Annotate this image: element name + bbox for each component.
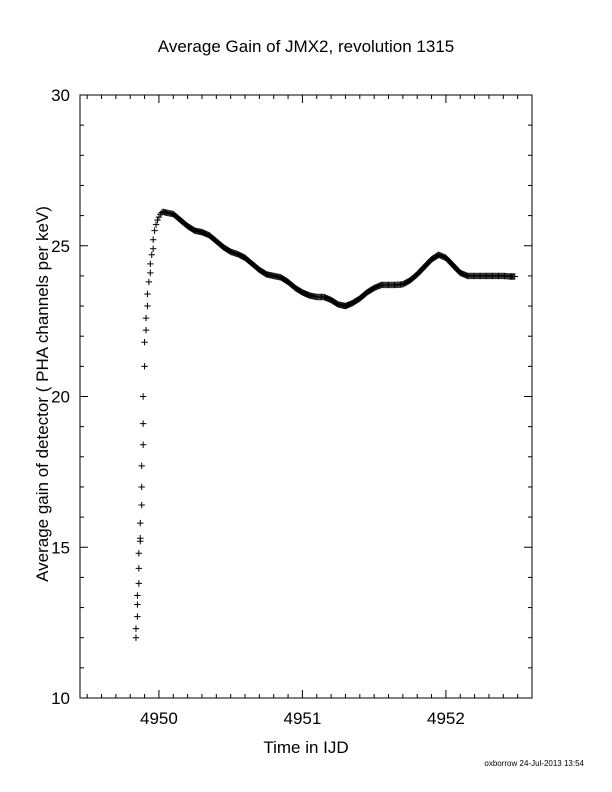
data-point (135, 565, 143, 572)
data-point (151, 227, 158, 234)
y-tick-label: 20 (51, 388, 70, 407)
data-point (138, 483, 145, 491)
data-point (137, 535, 144, 542)
data-point (155, 213, 163, 221)
data-point (134, 592, 141, 599)
data-point (149, 236, 157, 243)
data-point (138, 462, 145, 470)
data-points (132, 208, 518, 641)
data-point (147, 269, 154, 277)
data-point (511, 273, 518, 280)
data-point (142, 326, 150, 334)
footer-credit: oxborrow 24-Jul-2013 13:54 (484, 759, 584, 768)
y-tick-label: 10 (51, 689, 70, 708)
data-point (145, 278, 153, 286)
data-point (139, 441, 147, 448)
data-point (134, 613, 141, 620)
data-point (154, 216, 161, 224)
data-point (139, 393, 147, 400)
y-tick-label: 15 (51, 538, 70, 557)
x-tick-label: 4952 (427, 709, 465, 728)
data-point (132, 634, 140, 641)
data-point (147, 260, 154, 268)
x-tick-label: 4951 (283, 709, 321, 728)
x-tick-label: 4950 (140, 709, 178, 728)
data-point (149, 245, 157, 252)
y-tick-label: 25 (51, 237, 70, 256)
plot-frame (79, 94, 533, 699)
data-point (152, 221, 160, 228)
data-point (135, 580, 143, 587)
data-point (141, 363, 148, 370)
axis-ticks: 10 15 20 25 30 4950 4951 4952 (51, 86, 532, 728)
data-point (142, 314, 150, 322)
y-tick-label: 30 (51, 86, 70, 105)
data-point (144, 302, 151, 310)
data-point (135, 550, 143, 557)
data-point (132, 625, 140, 632)
x-axis-label: Time in IJD (263, 738, 349, 757)
data-point (138, 501, 145, 509)
data-point (141, 339, 148, 346)
data-point (137, 519, 144, 527)
data-point (139, 420, 147, 427)
chart-title: Average Gain of JMX2, revolution 1315 (157, 37, 455, 56)
data-point (134, 601, 141, 608)
data-point (148, 251, 155, 258)
data-point (144, 290, 151, 298)
